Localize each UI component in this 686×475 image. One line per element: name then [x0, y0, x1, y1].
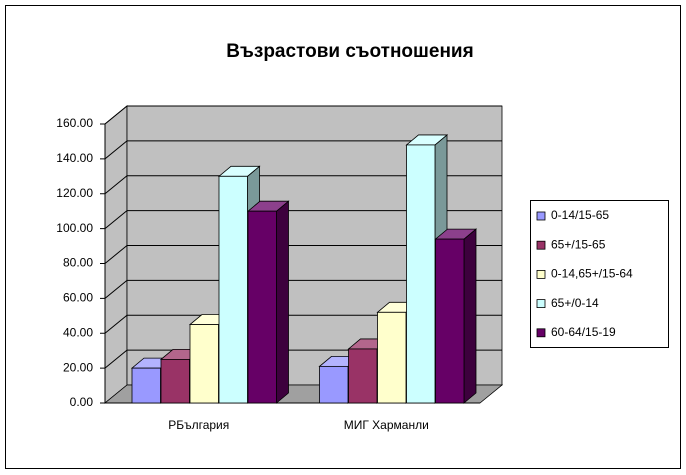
grid-line: [104, 210, 128, 230]
legend-box: [530, 200, 669, 348]
chart-title: Възрастови съотношения: [226, 41, 473, 62]
y-tick-label: 60.00: [63, 291, 93, 305]
y-tick-label: 20.00: [63, 360, 93, 374]
y-tick-label: 140.00: [56, 151, 93, 165]
x-tick-label: РБългария: [168, 418, 229, 432]
legend-label: 60-64/15-19: [551, 325, 616, 339]
grid-line: [104, 105, 128, 125]
y-tick-label: 160.00: [56, 116, 93, 130]
legend-swatch: [536, 240, 546, 250]
bar: [406, 144, 436, 404]
grid-line: [104, 140, 128, 160]
y-tick-label: 40.00: [63, 325, 93, 339]
bar: [435, 238, 465, 404]
bar: [189, 324, 219, 404]
bar: [131, 367, 161, 404]
x-tick-label: МИГ Харманли: [344, 418, 429, 432]
legend-swatch: [536, 328, 546, 338]
legend-label: 65+/0-14: [551, 296, 599, 310]
bar: [218, 175, 248, 404]
legend-swatch: [536, 269, 546, 279]
grid-line: [104, 349, 128, 369]
grid-line: [104, 279, 128, 299]
bar-side: [276, 200, 289, 404]
y-tick-label: 0.00: [70, 395, 94, 409]
legend-label: 0-14,65+/15-64: [551, 267, 633, 281]
legend-label: 0-14/15-65: [551, 208, 609, 222]
bar: [247, 210, 277, 404]
bar: [319, 365, 349, 404]
y-tick-label: 120.00: [56, 186, 93, 200]
bar-side: [463, 228, 477, 404]
y-tick-label: 100.00: [56, 221, 93, 235]
bar: [348, 348, 378, 404]
grid-line: [104, 175, 128, 195]
legend-swatch: [536, 299, 546, 309]
grid-line: [104, 314, 128, 334]
bar: [377, 311, 407, 404]
y-tick-label: 80.00: [63, 256, 93, 270]
grid-line: [104, 245, 128, 264]
legend-swatch: [536, 211, 546, 221]
bar: [160, 359, 190, 404]
legend-label: 65+/15-65: [551, 237, 606, 251]
